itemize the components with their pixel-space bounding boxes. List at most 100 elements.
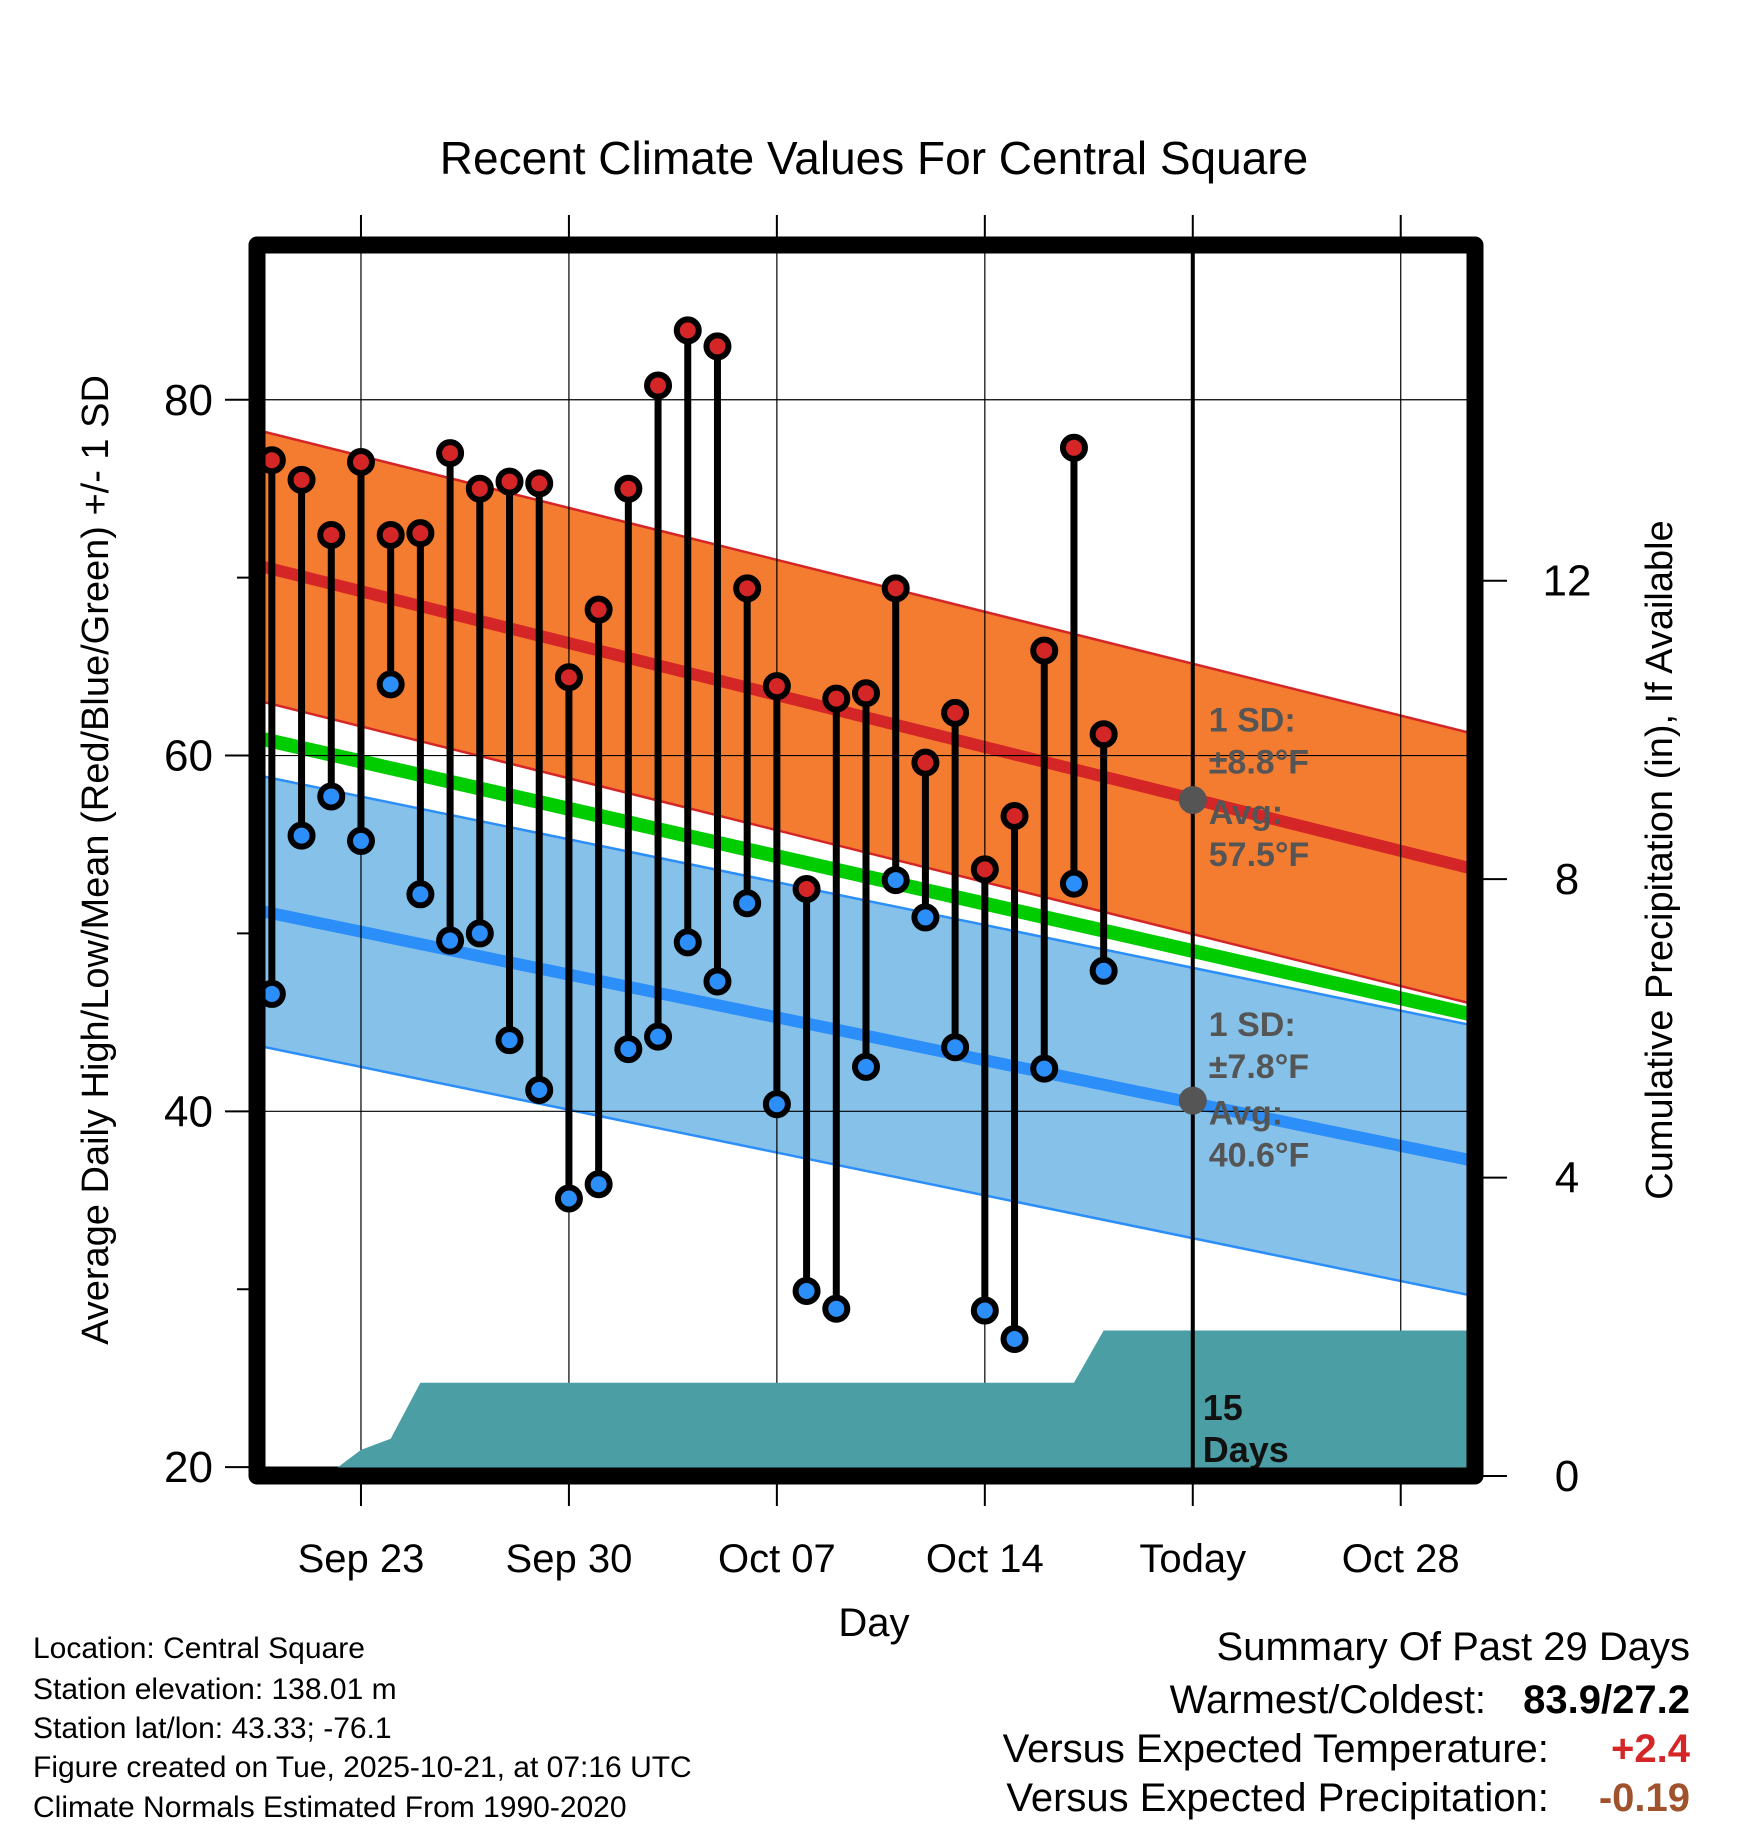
high-point xyxy=(822,684,851,713)
y-tick-label-right: 8 xyxy=(1555,855,1579,904)
summary-warm-cold: Warmest/Coldest: 83.9/27.2 xyxy=(1170,1680,1690,1720)
x-tick-label: Oct 28 xyxy=(1342,1537,1460,1581)
low-point xyxy=(554,1184,583,1213)
low-point xyxy=(584,1170,613,1199)
high-point xyxy=(465,474,494,503)
y-axis-label-right: Cumulative Precipitation (in), If Availa… xyxy=(1639,520,1681,1199)
x-tick-label: Sep 30 xyxy=(506,1537,633,1581)
high-point xyxy=(1089,720,1118,749)
low-avg-value: 40.6°F xyxy=(1209,1137,1310,1175)
high-point xyxy=(762,672,791,701)
low-point xyxy=(852,1052,880,1081)
plot-frame xyxy=(248,236,1484,1485)
summary-temp-value: +2.4 xyxy=(1611,1727,1690,1771)
high-point xyxy=(1030,636,1059,665)
y-axis-label-left: Average Daily High/Low/Mean (Red/Blue/Gr… xyxy=(75,375,117,1345)
y-tick-label-left: 40 xyxy=(164,1087,213,1136)
low-point xyxy=(762,1090,791,1119)
high-point xyxy=(644,371,673,400)
low-band-lower-edge xyxy=(257,1044,1475,1298)
high-band-upper-edge xyxy=(257,428,1475,736)
high-point xyxy=(614,474,643,503)
plot-interior: 1 SD: ±8.8°F Avg: 57.5°F 1 SD: ±7.8°F Avg: 40.6… xyxy=(257,245,1475,1476)
high-point xyxy=(1000,802,1029,831)
high-point xyxy=(495,467,524,496)
summary-temp: Versus Expected Temperature: +2.4 xyxy=(1003,1729,1690,1769)
low-point xyxy=(1000,1325,1029,1354)
low-point xyxy=(317,782,346,811)
x-tick-label: Oct 07 xyxy=(718,1537,836,1581)
high-point xyxy=(852,679,880,708)
x-tick-label: Sep 23 xyxy=(298,1537,425,1581)
low-point xyxy=(881,866,910,895)
summary-precip-value: -0.19 xyxy=(1598,1776,1690,1820)
y-tick-label-right: 4 xyxy=(1555,1154,1579,1203)
high-point xyxy=(970,855,999,884)
high-avg-value: 57.5°F xyxy=(1209,836,1310,874)
low-point xyxy=(614,1035,643,1064)
high-point xyxy=(1059,433,1088,462)
high-avg-marker xyxy=(1178,786,1207,815)
low-point xyxy=(970,1296,999,1325)
high-point xyxy=(436,439,465,468)
summary-warm-cold-value: 83.9/27.2 xyxy=(1523,1678,1690,1722)
low-point xyxy=(941,1033,970,1062)
low-point xyxy=(346,826,375,855)
low-point xyxy=(495,1026,524,1055)
low-point xyxy=(644,1022,673,1051)
low-point xyxy=(1030,1054,1059,1083)
x-tick-label: Oct 14 xyxy=(926,1537,1044,1581)
summary-precip: Versus Expected Precipitation: -0.19 xyxy=(1006,1778,1690,1818)
x-axis-label: Day xyxy=(838,1601,909,1645)
info-latlon: Station lat/lon: 43.33; -76.1 xyxy=(33,1712,392,1745)
summary-precip-label: Versus Expected Precipitation: xyxy=(1006,1776,1549,1820)
info-location: Location: Central Square xyxy=(33,1632,365,1665)
low-sd-value: ±7.8°F xyxy=(1209,1048,1309,1086)
high-sd-value: ±8.8°F xyxy=(1209,744,1309,782)
info-created: Figure created on Tue, 2025-10-21, at 07… xyxy=(33,1751,692,1784)
low-point xyxy=(911,903,940,932)
y-tick-label-right: 0 xyxy=(1555,1452,1579,1501)
low-point xyxy=(525,1075,554,1104)
low-point xyxy=(465,919,494,948)
high-point xyxy=(317,520,346,549)
y-tick-label-left: 60 xyxy=(164,732,213,781)
low-avg-marker xyxy=(1178,1086,1207,1115)
high-point xyxy=(703,332,732,361)
high-point xyxy=(346,448,375,477)
summary-temp-label: Versus Expected Temperature: xyxy=(1002,1727,1549,1771)
high-point xyxy=(733,574,762,603)
precipitation-area xyxy=(257,1330,1475,1476)
high-point xyxy=(911,748,940,777)
precip-days-label: Days xyxy=(1203,1429,1289,1470)
low-point xyxy=(1089,956,1118,985)
info-normals: Climate Normals Estimated From 1990-2020 xyxy=(33,1791,627,1824)
low-point xyxy=(376,670,405,699)
low-point xyxy=(792,1276,821,1305)
high-point xyxy=(406,519,435,548)
low-point xyxy=(703,967,732,996)
low-point xyxy=(733,889,762,918)
low-point xyxy=(406,880,435,909)
summary-warm-cold-label: Warmest/Coldest: xyxy=(1169,1678,1487,1722)
low-avg-label: Avg: xyxy=(1209,1095,1283,1133)
y-tick-label-left: 20 xyxy=(164,1443,213,1492)
precip-days-number: 15 xyxy=(1203,1387,1243,1428)
high-point xyxy=(673,316,702,345)
low-point xyxy=(673,928,702,957)
low-point xyxy=(1059,869,1088,898)
x-tick-label: Today xyxy=(1139,1537,1246,1581)
high-sd-label: 1 SD: xyxy=(1209,702,1296,740)
plot-area: 1 SD: ±8.8°F Avg: 57.5°F 1 SD: ±7.8°F Avg: 40.6… xyxy=(164,215,1591,1581)
info-elevation: Station elevation: 138.01 m xyxy=(33,1673,397,1706)
high-point xyxy=(287,465,316,494)
high-point xyxy=(584,595,613,624)
high-point xyxy=(941,698,970,727)
high-point xyxy=(792,874,821,903)
low-sd-label: 1 SD: xyxy=(1209,1006,1296,1044)
low-point xyxy=(822,1294,851,1323)
high-point xyxy=(554,663,583,692)
low-point xyxy=(436,926,465,955)
y-tick-label-left: 80 xyxy=(164,376,213,425)
